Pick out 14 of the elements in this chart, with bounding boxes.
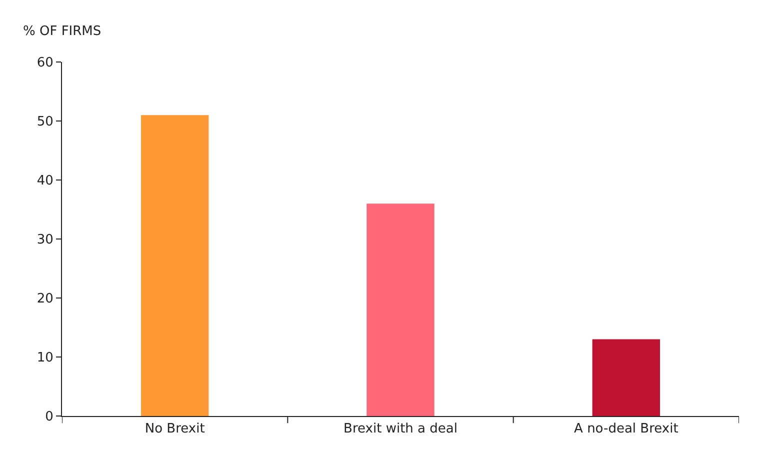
y-axis-title: % OF FIRMS [23, 24, 102, 39]
bar [592, 339, 660, 416]
y-tick-label: 60 [36, 56, 54, 71]
y-tick-label: 30 [36, 232, 54, 248]
y-tick-label: 20 [36, 292, 54, 307]
y-tick-label: 50 [36, 114, 54, 130]
y-tick-label: 40 [36, 174, 54, 189]
x-tick-label: A no-deal Brexit [574, 422, 678, 437]
x-tick-label: No Brexit [144, 422, 205, 437]
y-tick-label: 10 [36, 350, 54, 366]
x-tick-label: Brexit with a deal [344, 422, 458, 437]
bar [366, 204, 434, 416]
y-tick-label: 0 [45, 410, 54, 425]
bar [140, 115, 209, 416]
